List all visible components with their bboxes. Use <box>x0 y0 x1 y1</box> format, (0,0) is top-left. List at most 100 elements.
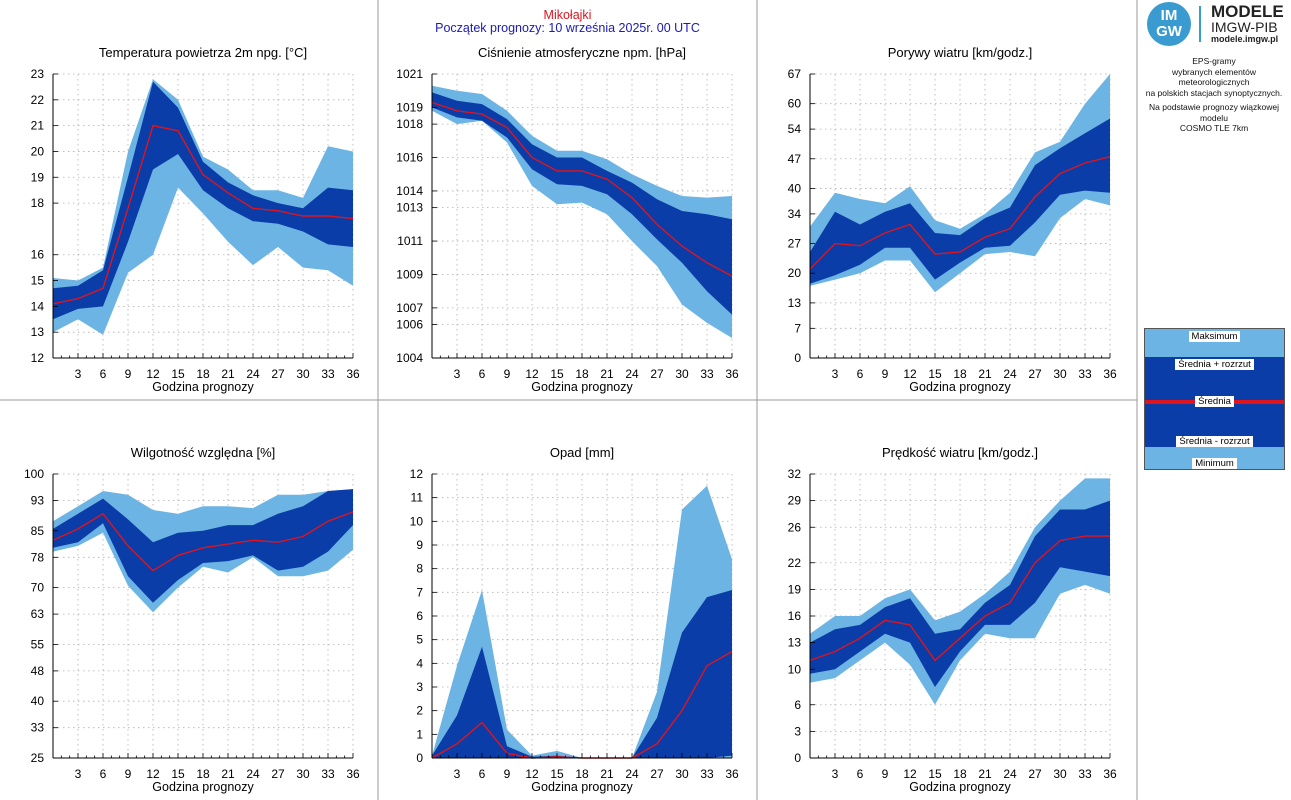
y-tick-label: 21 <box>31 119 45 133</box>
x-tick-label: 9 <box>125 767 132 781</box>
x-axis-label: Godzina prognozy <box>152 380 254 394</box>
x-axis-label: Godzina prognozy <box>909 780 1011 794</box>
y-tick-label: 40 <box>788 181 802 195</box>
x-tick-label: 21 <box>978 767 992 781</box>
chart-title: Porywy wiatru [km/godz.] <box>888 45 1033 60</box>
y-tick-label: 8 <box>416 562 423 576</box>
y-tick-label: 29 <box>788 494 802 508</box>
y-tick-label: 19 <box>788 582 802 596</box>
station-name: Mikołajki <box>543 8 592 22</box>
x-tick-label: 12 <box>903 767 917 781</box>
y-tick-label: 7 <box>416 585 423 599</box>
x-tick-label: 36 <box>1103 767 1117 781</box>
imgw-logo[interactable]: IM GW MODELE IMGW-PIB modele.imgw.pl <box>1143 0 1291 48</box>
band-mean-spread <box>432 590 732 758</box>
y-tick-label: 1019 <box>396 100 423 114</box>
y-tick-label: 55 <box>31 637 45 651</box>
series-mean-line <box>52 124 354 305</box>
x-axis-label: Godzina prognozy <box>909 380 1011 394</box>
x-tick-label: 24 <box>1003 367 1017 381</box>
x-tick-label: 27 <box>271 367 285 381</box>
chart-title: Ciśnienie atmosferyczne npm. [hPa] <box>478 45 686 60</box>
y-tick-label: 20 <box>788 266 802 280</box>
y-tick-label: 1021 <box>396 67 423 81</box>
band-legend: Maksimum Średnia + rozrzut Średnia Średn… <box>1144 328 1285 470</box>
x-tick-label: 24 <box>1003 767 1017 781</box>
y-tick-label: 67 <box>788 67 802 81</box>
x-tick-label: 27 <box>271 767 285 781</box>
x-tick-label: 36 <box>725 367 739 381</box>
y-tick-label: 15 <box>31 274 45 288</box>
side-info-line: wybranych elementów meteorologicznych <box>1171 66 1257 88</box>
y-tick-label: 14 <box>31 299 45 313</box>
y-tick-label: 13 <box>788 636 802 650</box>
y-tick-label: 22 <box>788 556 802 570</box>
x-tick-label: 36 <box>725 767 739 781</box>
x-tick-label: 3 <box>454 767 461 781</box>
legend-label-min: Minimum <box>1145 458 1284 469</box>
side-info-line: COSMO TLE 7km <box>1179 123 1249 133</box>
logo-badge-bottom: GW <box>1156 23 1182 40</box>
x-tick-label: 21 <box>221 767 235 781</box>
x-tick-label: 24 <box>246 367 260 381</box>
y-tick-label: 23 <box>31 67 45 81</box>
y-tick-label: 1 <box>416 727 423 741</box>
x-tick-label: 9 <box>882 767 889 781</box>
x-tick-label: 27 <box>650 767 664 781</box>
y-tick-label: 1011 <box>397 234 423 248</box>
y-tick-label: 16 <box>31 248 45 262</box>
x-tick-label: 12 <box>146 767 160 781</box>
series-mean-line <box>431 101 733 277</box>
logo-url: modele.imgw.pl <box>1211 34 1279 44</box>
y-tick-label: 33 <box>31 721 45 735</box>
y-tick-label: 6 <box>794 698 801 712</box>
logo-divider <box>1199 6 1201 42</box>
legend-label-max: Maksimum <box>1145 331 1284 342</box>
band-min-max <box>810 478 1110 705</box>
y-tick-label: 1006 <box>396 318 423 332</box>
chart-title: Prędkość wiatru [km/godz.] <box>882 445 1038 460</box>
side-info-line: Na podstawie prognozy wiązkowej modelu <box>1149 102 1279 123</box>
y-tick-label: 16 <box>788 609 802 623</box>
x-tick-label: 3 <box>75 767 82 781</box>
y-tick-label: 1004 <box>396 351 423 365</box>
imgw-badge-icon: IM GW <box>1147 2 1191 46</box>
x-axis-label: Godzina prognozy <box>531 380 633 394</box>
x-tick-label: 18 <box>575 367 589 381</box>
x-tick-label: 30 <box>1053 767 1067 781</box>
y-tick-label: 0 <box>416 751 423 765</box>
x-tick-label: 33 <box>321 367 335 381</box>
x-tick-label: 6 <box>100 767 107 781</box>
y-tick-label: 0 <box>794 751 801 765</box>
y-tick-label: 1014 <box>396 184 423 198</box>
series-mean-line <box>52 511 354 572</box>
chart-title: Opad [mm] <box>550 445 614 460</box>
y-tick-label: 11 <box>411 491 424 505</box>
x-tick-label: 3 <box>832 367 839 381</box>
x-tick-label: 27 <box>650 367 664 381</box>
x-tick-label: 24 <box>625 767 639 781</box>
x-tick-label: 36 <box>1103 367 1117 381</box>
x-tick-label: 21 <box>600 367 614 381</box>
y-tick-label: 26 <box>788 520 802 534</box>
x-tick-label: 15 <box>550 367 564 381</box>
x-tick-label: 6 <box>857 767 864 781</box>
y-tick-label: 70 <box>31 581 45 595</box>
x-tick-label: 12 <box>525 367 539 381</box>
chart-title: Wilgotność względna [%] <box>131 445 276 460</box>
x-axis-label: Godzina prognozy <box>152 780 254 794</box>
band-mean-spread <box>810 500 1110 687</box>
x-tick-label: 30 <box>675 767 689 781</box>
y-tick-label: 1018 <box>396 117 423 131</box>
x-tick-label: 6 <box>479 367 486 381</box>
x-tick-label: 3 <box>75 367 82 381</box>
y-tick-label: 2 <box>416 704 423 718</box>
side-info-description: EPS-gramy wybranych elementów meteorolog… <box>1137 56 1291 98</box>
x-tick-label: 21 <box>600 767 614 781</box>
y-tick-label: 13 <box>788 296 802 310</box>
